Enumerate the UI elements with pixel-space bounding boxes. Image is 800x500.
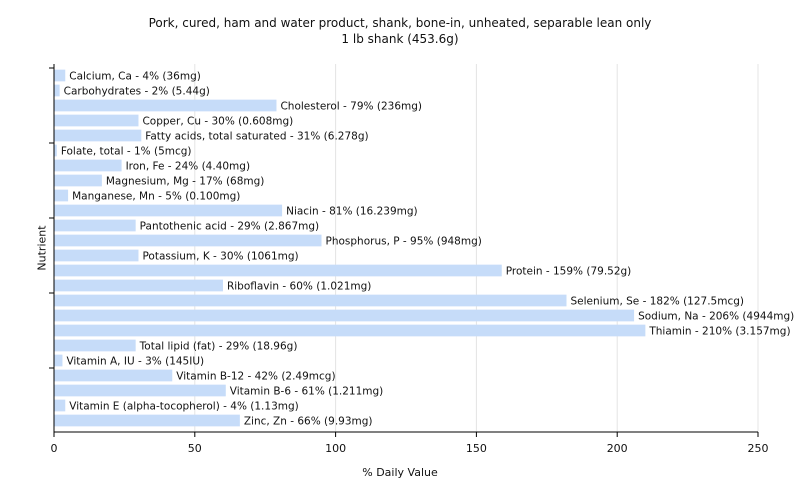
chart-title: Pork, cured, ham and water product, shan… — [148, 16, 652, 30]
bar — [54, 324, 646, 337]
bar — [54, 144, 57, 157]
bar-label: Potassium, K - 30% (1061mg) — [142, 251, 298, 263]
bar-label: Sodium, Na - 206% (4944mg) — [638, 311, 794, 323]
bar — [54, 249, 139, 262]
bar — [54, 84, 60, 97]
bar — [54, 174, 102, 187]
bar — [54, 384, 226, 397]
bar-label: Manganese, Mn - 5% (0.100mg) — [72, 191, 240, 203]
x-tick-label: 250 — [748, 442, 769, 455]
bar — [54, 414, 240, 427]
chart-subtitle: 1 lb shank (453.6g) — [341, 32, 459, 46]
bar — [54, 219, 136, 232]
bar-label: Total lipid (fat) - 29% (18.96g) — [139, 341, 298, 353]
x-tick-label: 0 — [51, 442, 58, 455]
bar-label: Folate, total - 1% (5mcg) — [61, 146, 192, 158]
bar-label: Fatty acids, total saturated - 31% (6.27… — [145, 131, 368, 143]
bar-label: Copper, Cu - 30% (0.608mg) — [142, 116, 293, 128]
bar-label: Phosphorus, P - 95% (948mg) — [326, 236, 482, 248]
x-tick-label: 200 — [607, 442, 628, 455]
bar — [54, 234, 322, 247]
bar — [54, 279, 223, 292]
bar — [54, 339, 136, 352]
bar-label: Zinc, Zn - 66% (9.93mg) — [244, 416, 373, 428]
bar — [54, 159, 122, 172]
bar — [54, 399, 66, 412]
bar-label: Vitamin A, IU - 3% (145IU) — [66, 356, 204, 368]
bar-label: Protein - 159% (79.52g) — [506, 266, 632, 278]
bar-label: Cholesterol - 79% (236mg) — [280, 101, 422, 113]
bar-label: Vitamin E (alpha-tocopherol) - 4% (1.13m… — [69, 401, 299, 413]
bar — [54, 369, 173, 382]
bar — [54, 189, 69, 202]
bar — [54, 114, 139, 127]
x-tick-label: 100 — [325, 442, 346, 455]
bar — [54, 204, 283, 217]
bar — [54, 99, 277, 112]
bar-label: Carbohydrates - 2% (5.44g) — [64, 86, 210, 98]
bar-label: Niacin - 81% (16.239mg) — [286, 206, 418, 218]
x-axis-label: % Daily Value — [362, 466, 438, 479]
bar-label: Riboflavin - 60% (1.021mg) — [227, 281, 371, 293]
bar — [54, 309, 635, 322]
x-tick-label: 150 — [466, 442, 487, 455]
bar — [54, 129, 142, 142]
bar — [54, 354, 63, 367]
y-axis-label: Nutrient — [35, 225, 49, 271]
bar-label: Magnesium, Mg - 17% (68mg) — [106, 176, 265, 188]
bar-label: Vitamin B-12 - 42% (2.49mcg) — [176, 371, 335, 383]
bar-label: Pantothenic acid - 29% (2.867mg) — [140, 221, 319, 233]
bar-label: Calcium, Ca - 4% (36mg) — [69, 71, 201, 83]
bar-label: Vitamin B-6 - 61% (1.211mg) — [230, 386, 384, 398]
bar-label: Thiamin - 210% (3.157mg) — [648, 326, 790, 338]
bar — [54, 264, 502, 277]
bar-label: Iron, Fe - 24% (4.40mg) — [126, 161, 250, 173]
bar-label: Selenium, Se - 182% (127.5mcg) — [571, 296, 745, 308]
bar — [54, 69, 66, 82]
bar — [54, 294, 567, 307]
x-tick-label: 50 — [188, 442, 202, 455]
